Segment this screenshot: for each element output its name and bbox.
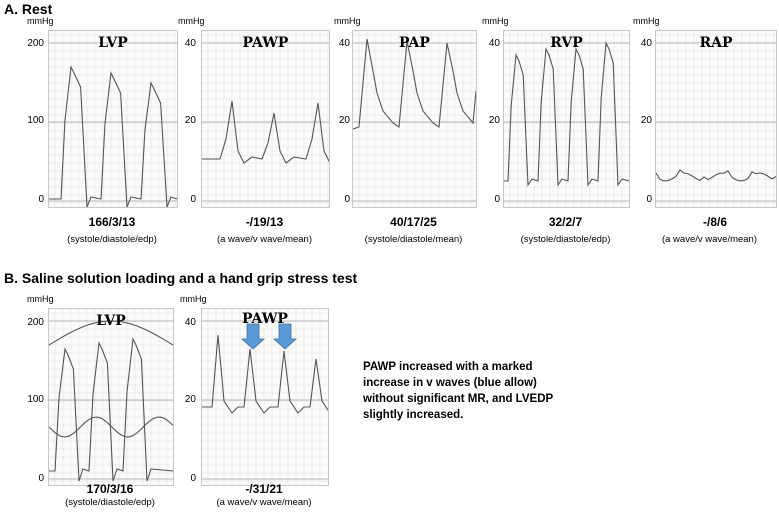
unit-label: mmHg [482,16,509,26]
tick-label: 0 [190,194,196,205]
tick-label: 20 [338,115,350,126]
tick-label: 0 [646,194,652,205]
pressure-trace [202,100,329,164]
v-wave-arrow-2 [272,323,298,350]
pressure-trace [49,416,173,438]
rvp-rest-panel: RVP [503,30,630,208]
tick-label: 0 [38,473,44,484]
panel-desc: (a wave/v wave/mean) [661,234,758,245]
tick-label: 20 [184,115,196,126]
pressure-trace [202,334,328,414]
section-title-loading: B. Saline solution loading and a hand gr… [4,270,358,286]
panel-desc: (systole/diastole/edp) [67,234,157,245]
tick-label: 100 [27,115,44,126]
annotation-note: PAWP increased with a marked increase in… [363,361,553,421]
panel-label: PAP [399,35,430,51]
pawp-loading-panel: PAWP [201,308,329,486]
tick-label: 40 [184,317,196,328]
unit-label: mmHg [334,16,361,26]
v-wave-arrow-1 [240,323,266,350]
trace-canvas [49,31,177,207]
panel-value: -/8/6 [702,215,727,229]
tick-label: 200 [27,38,44,49]
trace-canvas [656,31,776,207]
panel-label: LVP [98,35,128,51]
tick-label: 100 [27,394,44,405]
panel-value: -/31/21 [245,482,283,496]
tick-label: 40 [184,38,196,49]
panel-desc: (systole/diastole/mean) [364,234,463,245]
arrow-group [240,323,298,350]
panel-value: -/19/13 [245,215,284,229]
pawp-rest-panel: PAWP [201,30,330,208]
panel-label: LVP [96,313,126,329]
panel-label: RAP [699,35,733,51]
lvp-rest-panel: LVP [48,30,178,208]
panel-value: 40/17/25 [390,215,437,229]
panel-label: RVP [550,35,583,51]
panel-value: 32/2/7 [548,215,583,229]
panel-desc: (systole/diastole/edp) [520,234,611,245]
tick-label: 0 [190,473,196,484]
trace-canvas [49,309,173,485]
tick-label: 40 [640,38,652,49]
tick-label: 20 [640,115,652,126]
tick-label: 0 [494,194,500,205]
trace-canvas [504,31,629,207]
section-title-rest: A. Rest [4,1,53,17]
tick-label: 200 [27,317,44,328]
panel-value: 166/3/13 [88,215,136,229]
panel-desc: (a wave/v wave/mean) [216,234,313,245]
pressure-trace [504,41,629,187]
unit-label: mmHg [633,16,660,26]
panel-desc: (systole/diastole/edp) [65,497,155,508]
rap-rest-panel: RAP [655,30,777,208]
trace-canvas [202,31,329,207]
tick-label: 40 [338,38,350,49]
pressure-trace [49,320,173,346]
tick-label: 40 [488,38,500,49]
pressure-trace [353,38,476,130]
lvp-loading-panel: LVP [48,308,174,486]
pap-rest-panel: PAP [352,30,477,208]
unit-label: mmHg [27,294,54,304]
panel-desc: (a wave/v wave/mean) [216,497,312,508]
panel-label: PAWP [242,35,289,51]
unit-label: mmHg [27,16,54,26]
unit-label: mmHg [180,294,207,304]
panel-label: PAWP [242,311,288,327]
pressure-trace [49,337,173,482]
pressure-trace [656,169,776,182]
unit-label: mmHg [178,16,205,26]
tick-label: 0 [38,194,44,205]
pressure-trace [49,65,177,207]
tick-label: 20 [488,115,500,126]
tick-label: 20 [184,394,196,405]
trace-canvas [353,31,476,207]
panel-value: 170/3/16 [86,482,134,496]
tick-label: 0 [344,194,350,205]
